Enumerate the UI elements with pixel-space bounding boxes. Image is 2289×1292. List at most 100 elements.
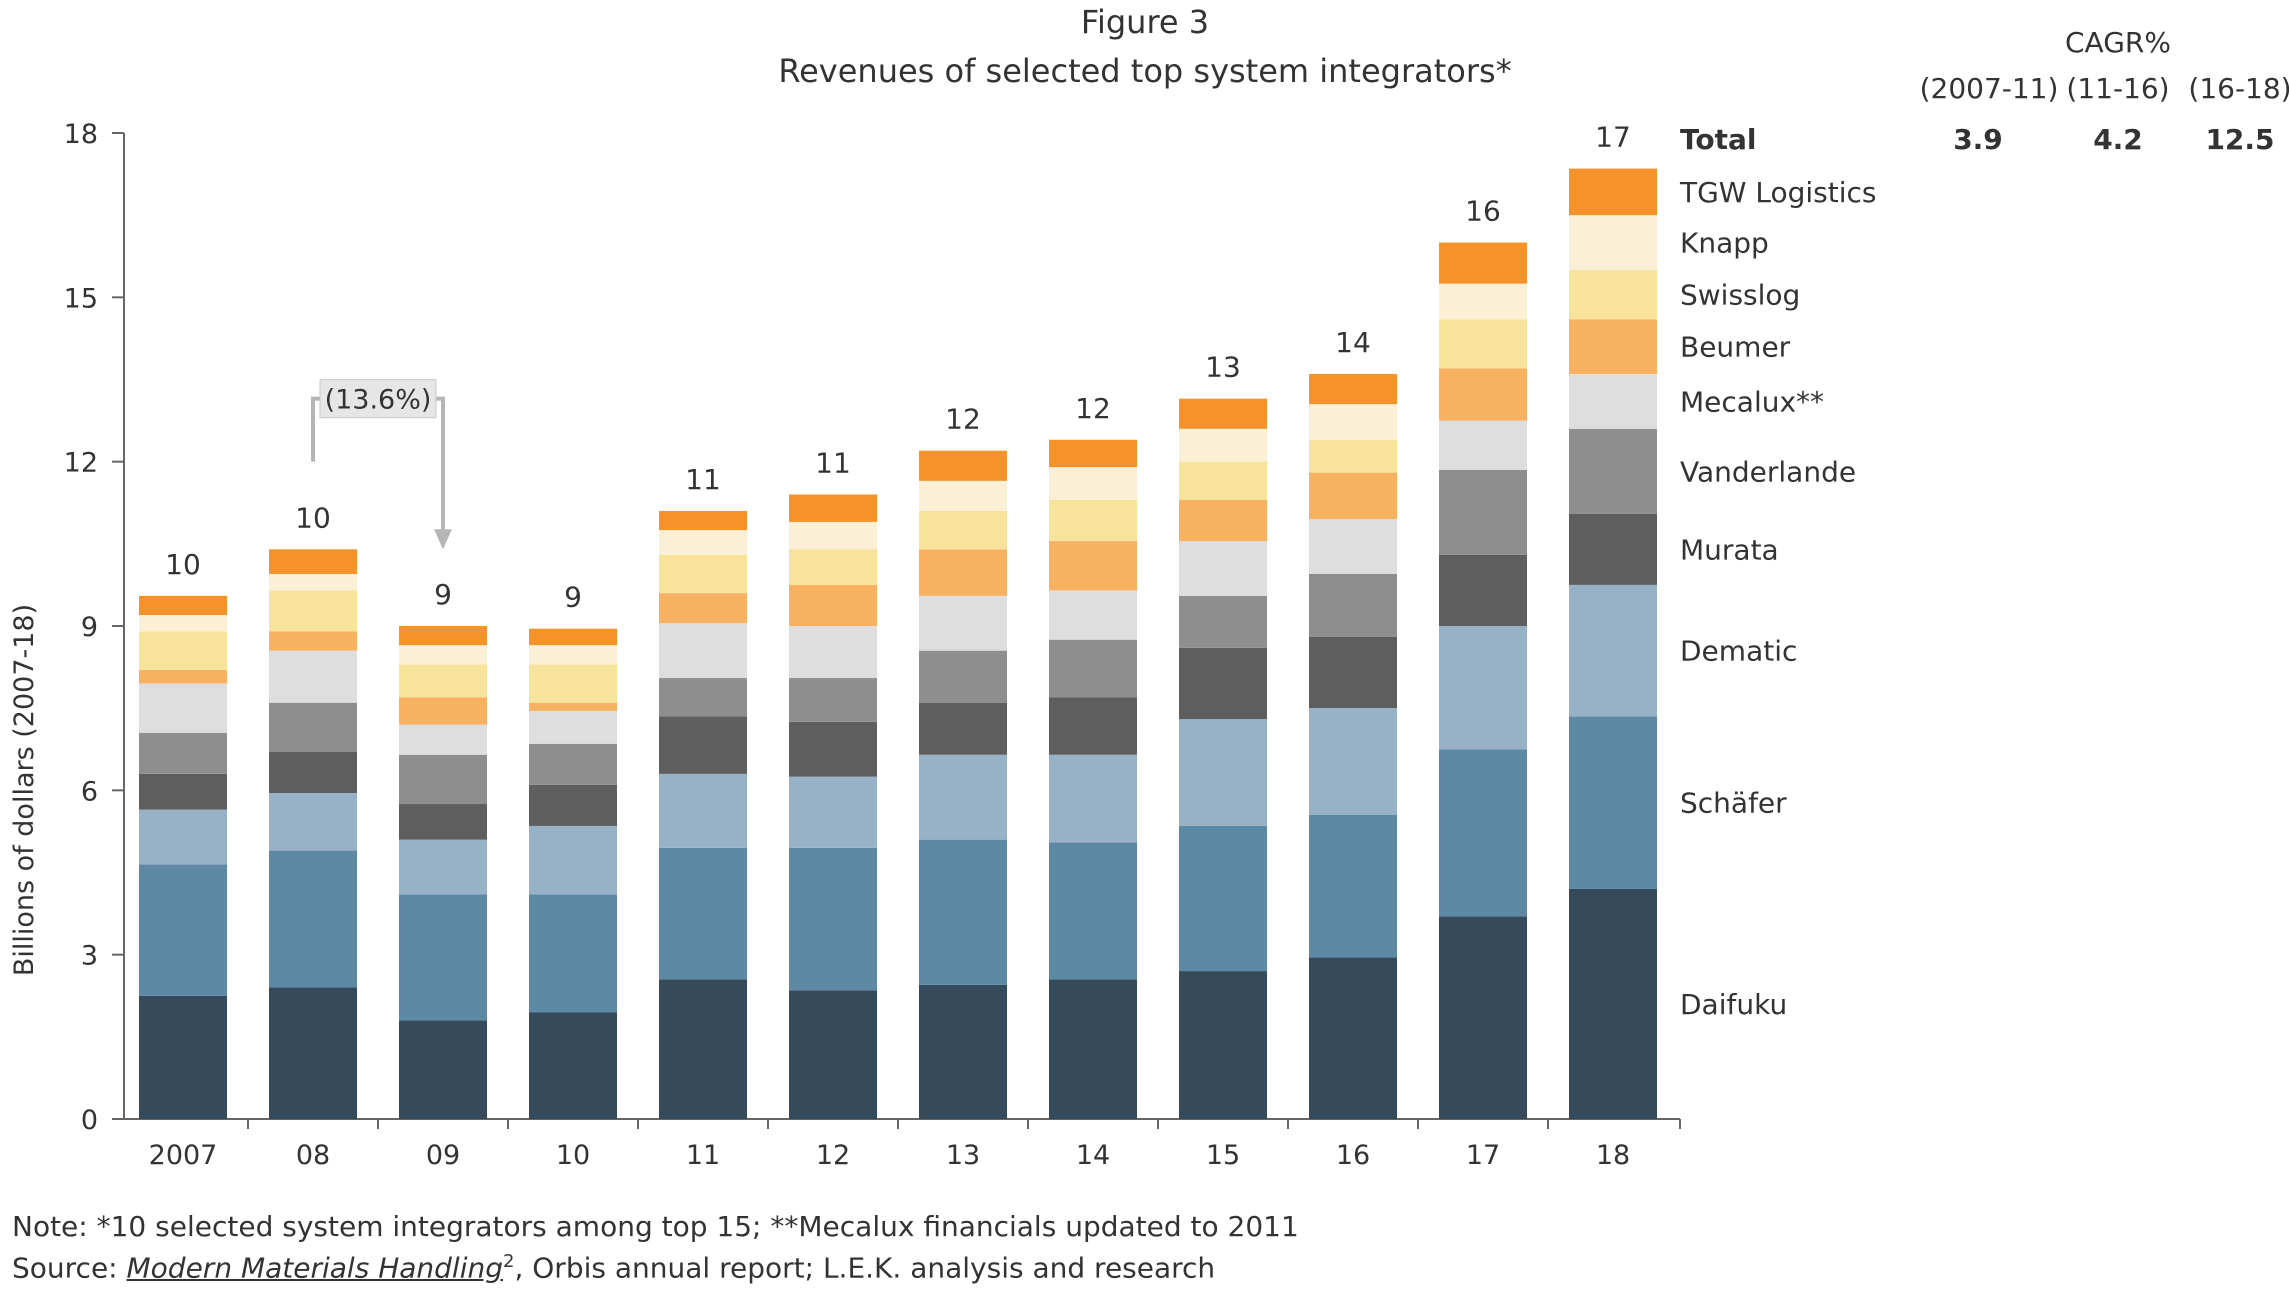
- bar-segment: [659, 716, 747, 774]
- bar-segment: [139, 631, 227, 670]
- bar-segment: [919, 480, 1007, 511]
- bar-segment: [659, 678, 747, 717]
- bar-segment: [399, 724, 487, 755]
- source-publication-link[interactable]: Modern Materials Handling: [126, 1251, 504, 1285]
- bar-segment: [789, 990, 877, 1119]
- y-axis-label: Billions of dollars (2007-18): [9, 604, 40, 976]
- footnote-source: Source: Modern Materials Handling2, Orbi…: [12, 1251, 1216, 1285]
- bar-segment: [1049, 467, 1137, 501]
- x-tick-label: 09: [426, 1140, 460, 1171]
- bar-segment: [1439, 626, 1527, 750]
- bar-segment: [1309, 404, 1397, 440]
- total-label: 11: [685, 463, 721, 496]
- bar-segment: [1569, 319, 1657, 375]
- bar-segment: [269, 850, 357, 988]
- bar-segment: [919, 510, 1007, 550]
- bar-segment: [1439, 916, 1527, 1119]
- bar-segment: [789, 494, 877, 522]
- x-tick-label: 11: [686, 1140, 720, 1171]
- bar-segment: [1049, 541, 1137, 591]
- bar-segment: [1179, 647, 1267, 720]
- bar-segment: [1179, 971, 1267, 1119]
- y-tick-label: 0: [81, 1105, 98, 1136]
- bar-segment: [1309, 472, 1397, 520]
- total-row-label: Total: [1680, 123, 1757, 156]
- bar-segment: [919, 984, 1007, 1119]
- bar-segment: [1569, 428, 1657, 514]
- total-label: 14: [1335, 326, 1371, 359]
- total-label: 12: [945, 403, 981, 436]
- bar-segment: [1309, 814, 1397, 958]
- bar-segment: [1309, 573, 1397, 637]
- bar-segment: [789, 584, 877, 626]
- bar-segment: [139, 864, 227, 996]
- bar-segment: [1049, 754, 1137, 843]
- x-tick-label: 16: [1336, 1140, 1370, 1171]
- total-label: 16: [1465, 195, 1501, 228]
- total-label: 10: [295, 501, 331, 534]
- bar-segment: [529, 645, 617, 665]
- bar-segment: [659, 979, 747, 1119]
- bar-segment: [1179, 461, 1267, 501]
- bar-segment: [1049, 439, 1137, 468]
- bar-segment: [919, 595, 1007, 651]
- bar-segment: [269, 751, 357, 794]
- bar-segment: [789, 549, 877, 585]
- bar-segment: [1049, 979, 1137, 1119]
- bar-segment: [1439, 242, 1527, 284]
- bar-segment: [789, 776, 877, 848]
- x-tick-label: 15: [1206, 1140, 1240, 1171]
- bar-segment: [789, 721, 877, 777]
- bar-segment: [789, 678, 877, 722]
- bar-segment: [529, 628, 617, 646]
- bar-segment: [1179, 500, 1267, 542]
- bar-segment: [399, 839, 487, 895]
- bar-segment: [399, 664, 487, 698]
- cagr-column-1: (2007-11): [1920, 72, 2059, 105]
- cagr-column-2: (11-16): [2066, 72, 2169, 105]
- legend-entry: Knapp: [1680, 227, 1769, 260]
- bar-segment: [1569, 584, 1657, 717]
- growth-bracket: [311, 396, 445, 532]
- bar-segment: [269, 573, 357, 591]
- bar-segment: [1049, 842, 1137, 980]
- bar-segment: [269, 650, 357, 703]
- cagr-value-1: 3.9: [1953, 123, 2003, 156]
- bar-segment: [1439, 469, 1527, 555]
- bar-segment: [1179, 825, 1267, 972]
- bar-segment: [1309, 957, 1397, 1119]
- bar-segment: [1309, 519, 1397, 574]
- legend-entry: Beumer: [1680, 331, 1791, 364]
- x-tick-label: 14: [1076, 1140, 1110, 1171]
- bar-segment: [1309, 708, 1397, 815]
- bar-segment: [1309, 374, 1397, 405]
- bar-segment: [789, 521, 877, 550]
- bar-segment: [139, 615, 227, 632]
- bar-segment: [659, 623, 747, 679]
- bar-segment: [1309, 439, 1397, 473]
- y-tick-label: 3: [81, 941, 98, 972]
- total-label: 13: [1205, 351, 1241, 384]
- bar-segment: [1439, 368, 1527, 421]
- bar-segment: [529, 1012, 617, 1119]
- bar-segment: [529, 743, 617, 785]
- bar-segment: [269, 793, 357, 851]
- growth-arrow-head: [434, 529, 452, 550]
- x-tick-label: 13: [946, 1140, 980, 1171]
- bar-segment: [139, 595, 227, 616]
- legend-entry: Schäfer: [1680, 787, 1787, 820]
- bar-segment: [529, 825, 617, 895]
- bar-segment: [919, 702, 1007, 755]
- x-tick-label: 17: [1466, 1140, 1500, 1171]
- bar-segment: [659, 510, 747, 531]
- bar-segment: [789, 626, 877, 679]
- bar-segment: [659, 593, 747, 624]
- bar-segment: [1049, 697, 1137, 755]
- bar-segment: [399, 894, 487, 1021]
- bar-segment: [399, 645, 487, 665]
- bar-segment: [919, 839, 1007, 985]
- bar-segment: [919, 650, 1007, 703]
- bar-segment: [269, 631, 357, 651]
- bar-segment: [1439, 319, 1527, 369]
